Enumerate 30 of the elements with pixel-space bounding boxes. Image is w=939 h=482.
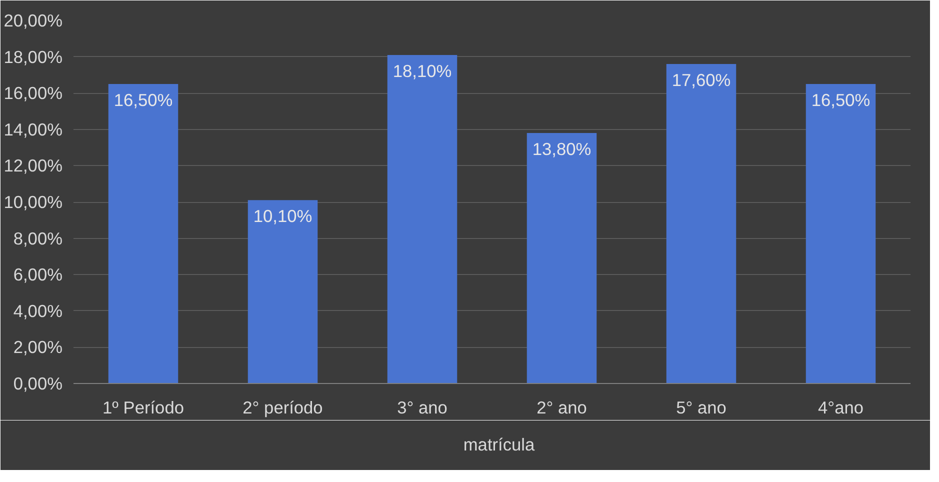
data-label: 16,50% [114, 90, 173, 110]
x-tick-label: 3° ano [397, 398, 448, 418]
bar [248, 200, 318, 384]
bar [387, 54, 458, 384]
y-tick-label: 20,00% [4, 10, 63, 30]
bar [806, 84, 876, 384]
x-tick-label: 1º Período [102, 398, 184, 418]
data-label: 17,60% [672, 70, 731, 90]
x-tick-label: 4°ano [818, 398, 864, 418]
bar [108, 84, 178, 384]
y-tick-label: 0,00% [13, 374, 63, 394]
data-label: 13,80% [532, 139, 592, 160]
y-tick-label: 14,00% [4, 119, 63, 140]
y-tick-label: 2,00% [13, 337, 63, 358]
y-tick-label: 12,00% [4, 156, 63, 176]
x-tick-label: 2° ano [536, 398, 587, 418]
y-tick-label: 16,00% [4, 83, 63, 104]
x-tick-label: 2° período [242, 398, 323, 418]
data-label: 10,10% [253, 206, 312, 226]
bar [666, 64, 736, 384]
x-tick-label: 5° ano [676, 398, 726, 418]
y-tick-label: 10,00% [4, 192, 63, 212]
y-tick-label: 8,00% [13, 228, 63, 248]
y-tick-label: 6,00% [13, 264, 63, 285]
text: matrícula [463, 434, 535, 456]
y-tick-label: 18,00% [4, 46, 63, 67]
bar [526, 133, 597, 384]
y-tick-label: 4,00% [13, 300, 63, 321]
data-label: 16,50% [811, 90, 870, 110]
data-label: 18,10% [392, 60, 452, 81]
